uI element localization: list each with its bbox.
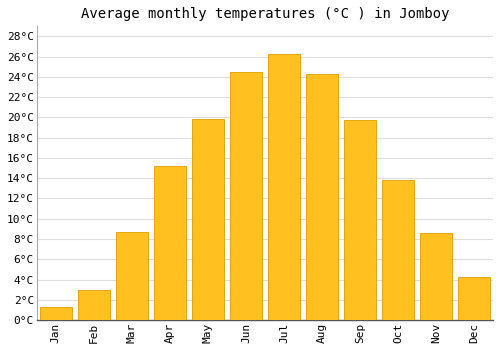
Bar (344, 120, 376, 320)
Bar (306, 74, 338, 320)
Bar (268, 54, 300, 320)
Bar (382, 180, 414, 320)
Bar (154, 166, 186, 320)
Bar (458, 278, 490, 320)
Bar (78, 290, 110, 320)
Bar (116, 232, 148, 320)
Bar (420, 233, 452, 320)
Bar (230, 72, 262, 320)
Bar (192, 119, 224, 320)
Bar (40, 307, 72, 320)
Title: Average monthly temperatures (°C ) in Jomboy: Average monthly temperatures (°C ) in Jo… (80, 7, 449, 21)
